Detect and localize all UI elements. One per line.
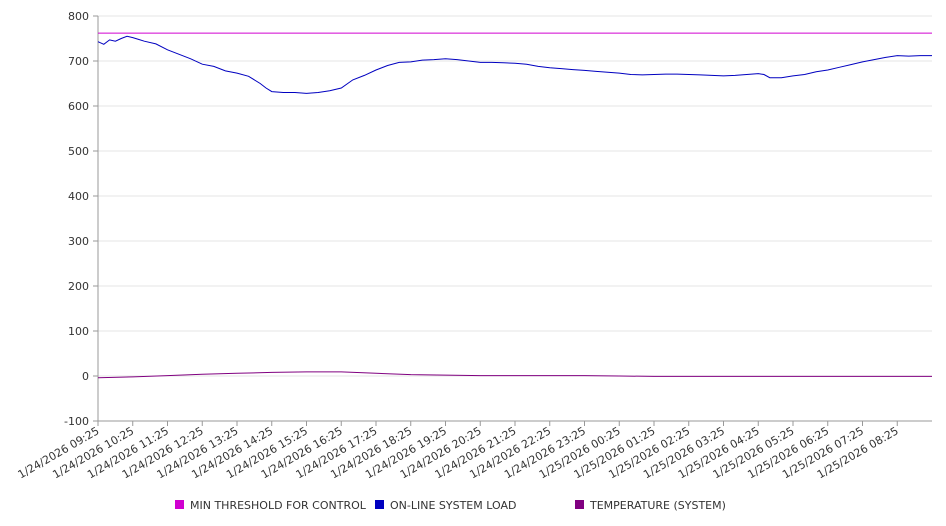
- legend-swatch: [175, 500, 184, 509]
- grid-lines: [98, 15, 932, 422]
- y-tick-label: 200: [68, 280, 89, 293]
- y-tick-label: 600: [68, 100, 89, 113]
- legend-swatch: [375, 500, 384, 509]
- legend-label: ON-LINE SYSTEM LOAD: [390, 499, 516, 512]
- y-tick-label: 800: [68, 10, 89, 23]
- series-line-1: [97, 35, 932, 94]
- y-tick-label: -100: [64, 415, 89, 428]
- y-tick-label: 0: [82, 370, 89, 383]
- axes: [97, 16, 932, 422]
- legend: MIN THRESHOLD FOR CONTROL ON-LINE SYSTEM …: [175, 499, 726, 512]
- legend-swatch: [575, 500, 584, 509]
- x-tick-labels: 1/24/2026 09:251/24/2026 10:251/24/2026 …: [16, 421, 901, 481]
- y-tick-labels: 800 700 600 500 400 300 200 100 0 -100: [64, 10, 98, 428]
- y-tick-label: 300: [68, 235, 89, 248]
- y-tick-label: 400: [68, 190, 89, 203]
- y-tick-label: 700: [68, 55, 89, 68]
- y-tick-label: 100: [68, 325, 89, 338]
- y-tick-label: 500: [68, 145, 89, 158]
- series-line-2: [97, 371, 932, 379]
- legend-label: TEMPERATURE (SYSTEM): [589, 499, 726, 512]
- legend-label: MIN THRESHOLD FOR CONTROL: [190, 499, 367, 512]
- series-lines: [97, 32, 932, 379]
